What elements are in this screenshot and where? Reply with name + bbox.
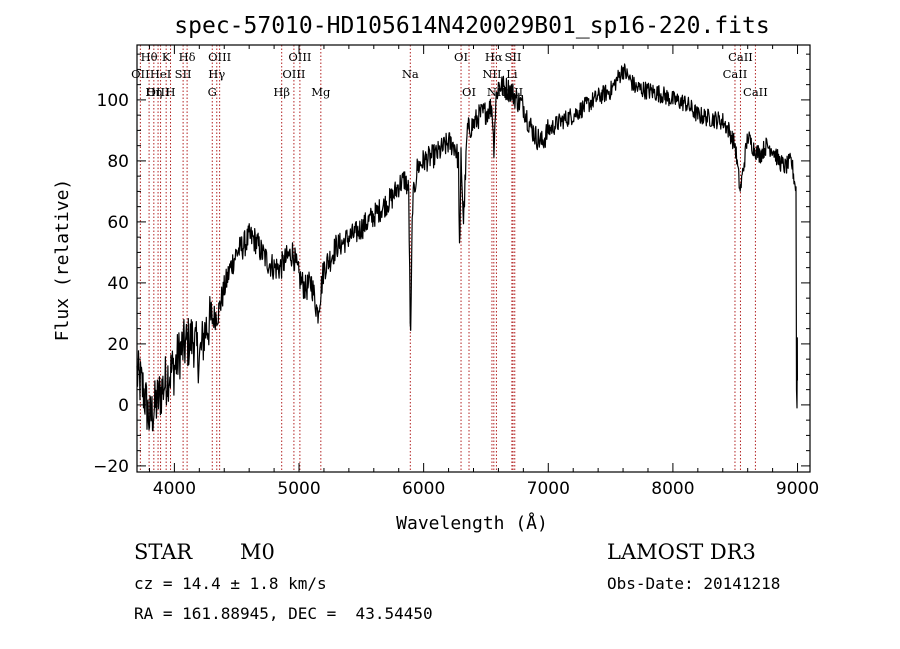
spectral-line-label: SII [505,50,522,64]
spectral-line-label: OIII [282,67,305,81]
spectral-line-label: Hγ [208,67,225,81]
obs-date: Obs-Date: 20141218 [607,574,781,593]
spectral-line-label: OIII [147,85,170,99]
coordinates: RA = 161.88945, DEC = 43.54450 [134,604,433,623]
spectral-line-label: Hα [485,50,503,64]
object-subclass: M0 [240,540,275,564]
x-tick-label: 4000 [153,479,196,499]
y-tick-label: 80 [107,152,129,172]
x-axis-ticks: 4000 5000 6000 7000 8000 9000 [148,45,819,499]
spectral-line-label: OII [131,67,150,81]
spectral-line-label: H [166,85,176,99]
spectrum-line [136,63,798,432]
spectral-line-label: Mg [311,85,331,99]
y-tick-label: 40 [107,274,129,294]
spectral-line-label: OI [454,50,468,64]
spectral-line-label: OIII [288,50,311,64]
spectral-line-label: Li [506,67,518,81]
spectral-line-label: SII [175,67,192,81]
redshift-info: cz = 14.4 ± 1.8 km/s [134,574,327,593]
y-tick-label: 0 [118,396,129,416]
x-tick-label: 8000 [651,479,694,499]
x-tick-label: 5000 [277,479,320,499]
y-tick-label: 100 [97,91,129,111]
plot-frame [136,44,811,473]
spectral-line-label: G [208,85,217,99]
spectral-line-label: Hδ [179,50,196,64]
spectral-line-label: HeI [150,67,171,81]
y-axis-ticks: −20 0 20 40 60 80 100 [93,53,810,477]
spectral-line-label: NII [482,67,501,81]
y-tick-label: 60 [107,213,129,233]
x-tick-label: 7000 [527,479,570,499]
spectral-line-label: CaII [723,67,748,81]
x-tick-label: 9000 [776,479,819,499]
spectral-line-label: CaII [728,50,753,64]
y-axis-label: Flux (relative) [52,179,73,342]
y-tick-label: −20 [93,457,129,477]
object-class: STAR [134,540,193,564]
chart-title: spec-57010-HD105614N420029B01_sp16-220.f… [174,13,769,39]
y-tick-label: 20 [107,335,129,355]
spectral-line-label: Hη [145,85,162,99]
spectral-line-label: K [162,50,171,64]
spectral-line-label: Hβ [273,85,290,99]
spectral-line-label: Na [402,67,419,81]
spectral-line-label: CaII [743,85,768,99]
x-axis-label: Wavelength (Å) [396,512,548,534]
survey-name: LAMOST DR3 [607,540,756,564]
x-tick-label: 6000 [402,479,445,499]
spectral-line-label: OI [462,85,476,99]
spectral-line-label: Hθ [141,50,158,64]
spectral-line-label: OIII [208,50,231,64]
